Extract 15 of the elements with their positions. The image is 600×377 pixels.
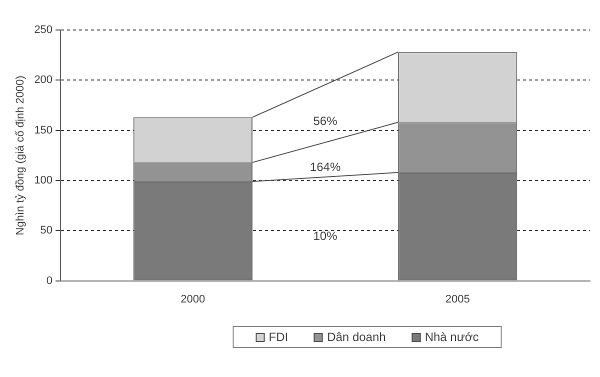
legend-label: Dân doanh — [327, 330, 386, 344]
y-tick-label: 200 — [34, 74, 53, 86]
annotation: 10% — [313, 228, 338, 243]
legend-label: FDI — [268, 330, 288, 344]
annotation: 56% — [313, 114, 338, 128]
y-tick-label: 50 — [40, 224, 53, 237]
x-tick-label: 2000 — [180, 293, 206, 306]
y-tick-label: 150 — [34, 124, 53, 136]
y-tick-label: 0 — [46, 274, 53, 287]
legend-label: Nhà nước — [424, 330, 479, 344]
x-tick-label: 2005 — [445, 293, 470, 306]
y-axis-title: Nghìn tỷ đồng (giá cố định 2000) — [14, 76, 27, 236]
y-tick-label: 250 — [34, 24, 53, 36]
y-tick-label: 100 — [34, 174, 53, 187]
annotation: 164% — [310, 160, 341, 174]
